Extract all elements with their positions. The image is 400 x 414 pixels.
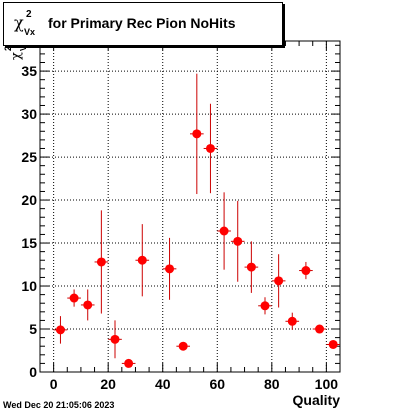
grid-lines <box>40 41 340 372</box>
point-marker <box>287 316 297 326</box>
point-marker <box>274 276 284 286</box>
point-marker <box>137 255 147 265</box>
tick-labels: 0 20 40 60 80 100 0 5 10 15 20 25 30 35 <box>21 63 338 392</box>
point-marker <box>55 325 65 335</box>
point-marker <box>110 334 120 344</box>
y-tick-label: 25 <box>21 149 37 165</box>
point-marker <box>301 266 311 276</box>
title-subscript: Vx <box>24 27 36 37</box>
data-point <box>258 297 272 315</box>
point-marker <box>192 129 202 139</box>
point-marker <box>260 301 270 311</box>
data-point <box>53 316 68 344</box>
point-marker <box>178 341 188 351</box>
y-tick-label: 5 <box>29 321 37 337</box>
y-tick-label: 30 <box>21 106 37 122</box>
data-point <box>271 254 286 308</box>
data-point <box>162 237 177 300</box>
data-point <box>176 341 190 351</box>
point-marker <box>246 262 256 272</box>
data-point <box>108 320 122 359</box>
timestamp: Wed Dec 20 21:05:06 2023 <box>3 400 115 410</box>
y-tick-label: 20 <box>21 192 37 208</box>
data-point <box>190 73 204 195</box>
x-tick-label: 60 <box>209 376 225 392</box>
x-tick-label: 100 <box>315 376 339 392</box>
x-tick-label: 40 <box>155 376 171 392</box>
data-point <box>135 224 150 297</box>
data-point <box>312 324 327 334</box>
point-marker <box>83 300 93 310</box>
point-marker <box>124 358 134 368</box>
data-point <box>203 103 218 194</box>
title-superscript: 2 <box>26 9 32 20</box>
data-point <box>67 289 81 307</box>
y-axis-title-superscript: 2 <box>3 46 13 51</box>
point-marker <box>205 143 215 153</box>
data-point <box>121 358 136 368</box>
point-marker <box>219 226 229 236</box>
point-marker <box>328 339 338 349</box>
x-tick-label: 0 <box>50 376 58 392</box>
y-tick-label: 35 <box>21 63 37 79</box>
point-marker <box>233 236 243 246</box>
data-point <box>217 192 231 270</box>
title-text: for Primary Rec Pion NoHits <box>48 15 236 31</box>
x-tick-label: 80 <box>264 376 280 392</box>
data-point <box>326 339 340 349</box>
y-tick-label: 0 <box>29 364 37 380</box>
data-point <box>299 261 313 280</box>
data-point <box>94 210 109 314</box>
point-marker <box>315 324 325 334</box>
data-point <box>230 200 245 282</box>
title-box: χ 2 Vx for Primary Rec Pion NoHits <box>3 2 283 46</box>
y-tick-label: 10 <box>21 278 37 294</box>
y-axis-title-symbol: χ <box>9 52 24 60</box>
point-marker <box>165 264 175 274</box>
data-points <box>53 73 340 368</box>
x-tick-label: 20 <box>100 376 116 392</box>
data-point <box>244 241 259 293</box>
y-tick-label: 15 <box>21 235 37 251</box>
point-marker <box>96 257 106 267</box>
point-marker <box>69 293 79 303</box>
data-point <box>80 289 95 321</box>
data-point <box>285 312 300 330</box>
x-axis-title: Quality <box>292 392 340 408</box>
title-chi-symbol: χ <box>14 13 24 32</box>
